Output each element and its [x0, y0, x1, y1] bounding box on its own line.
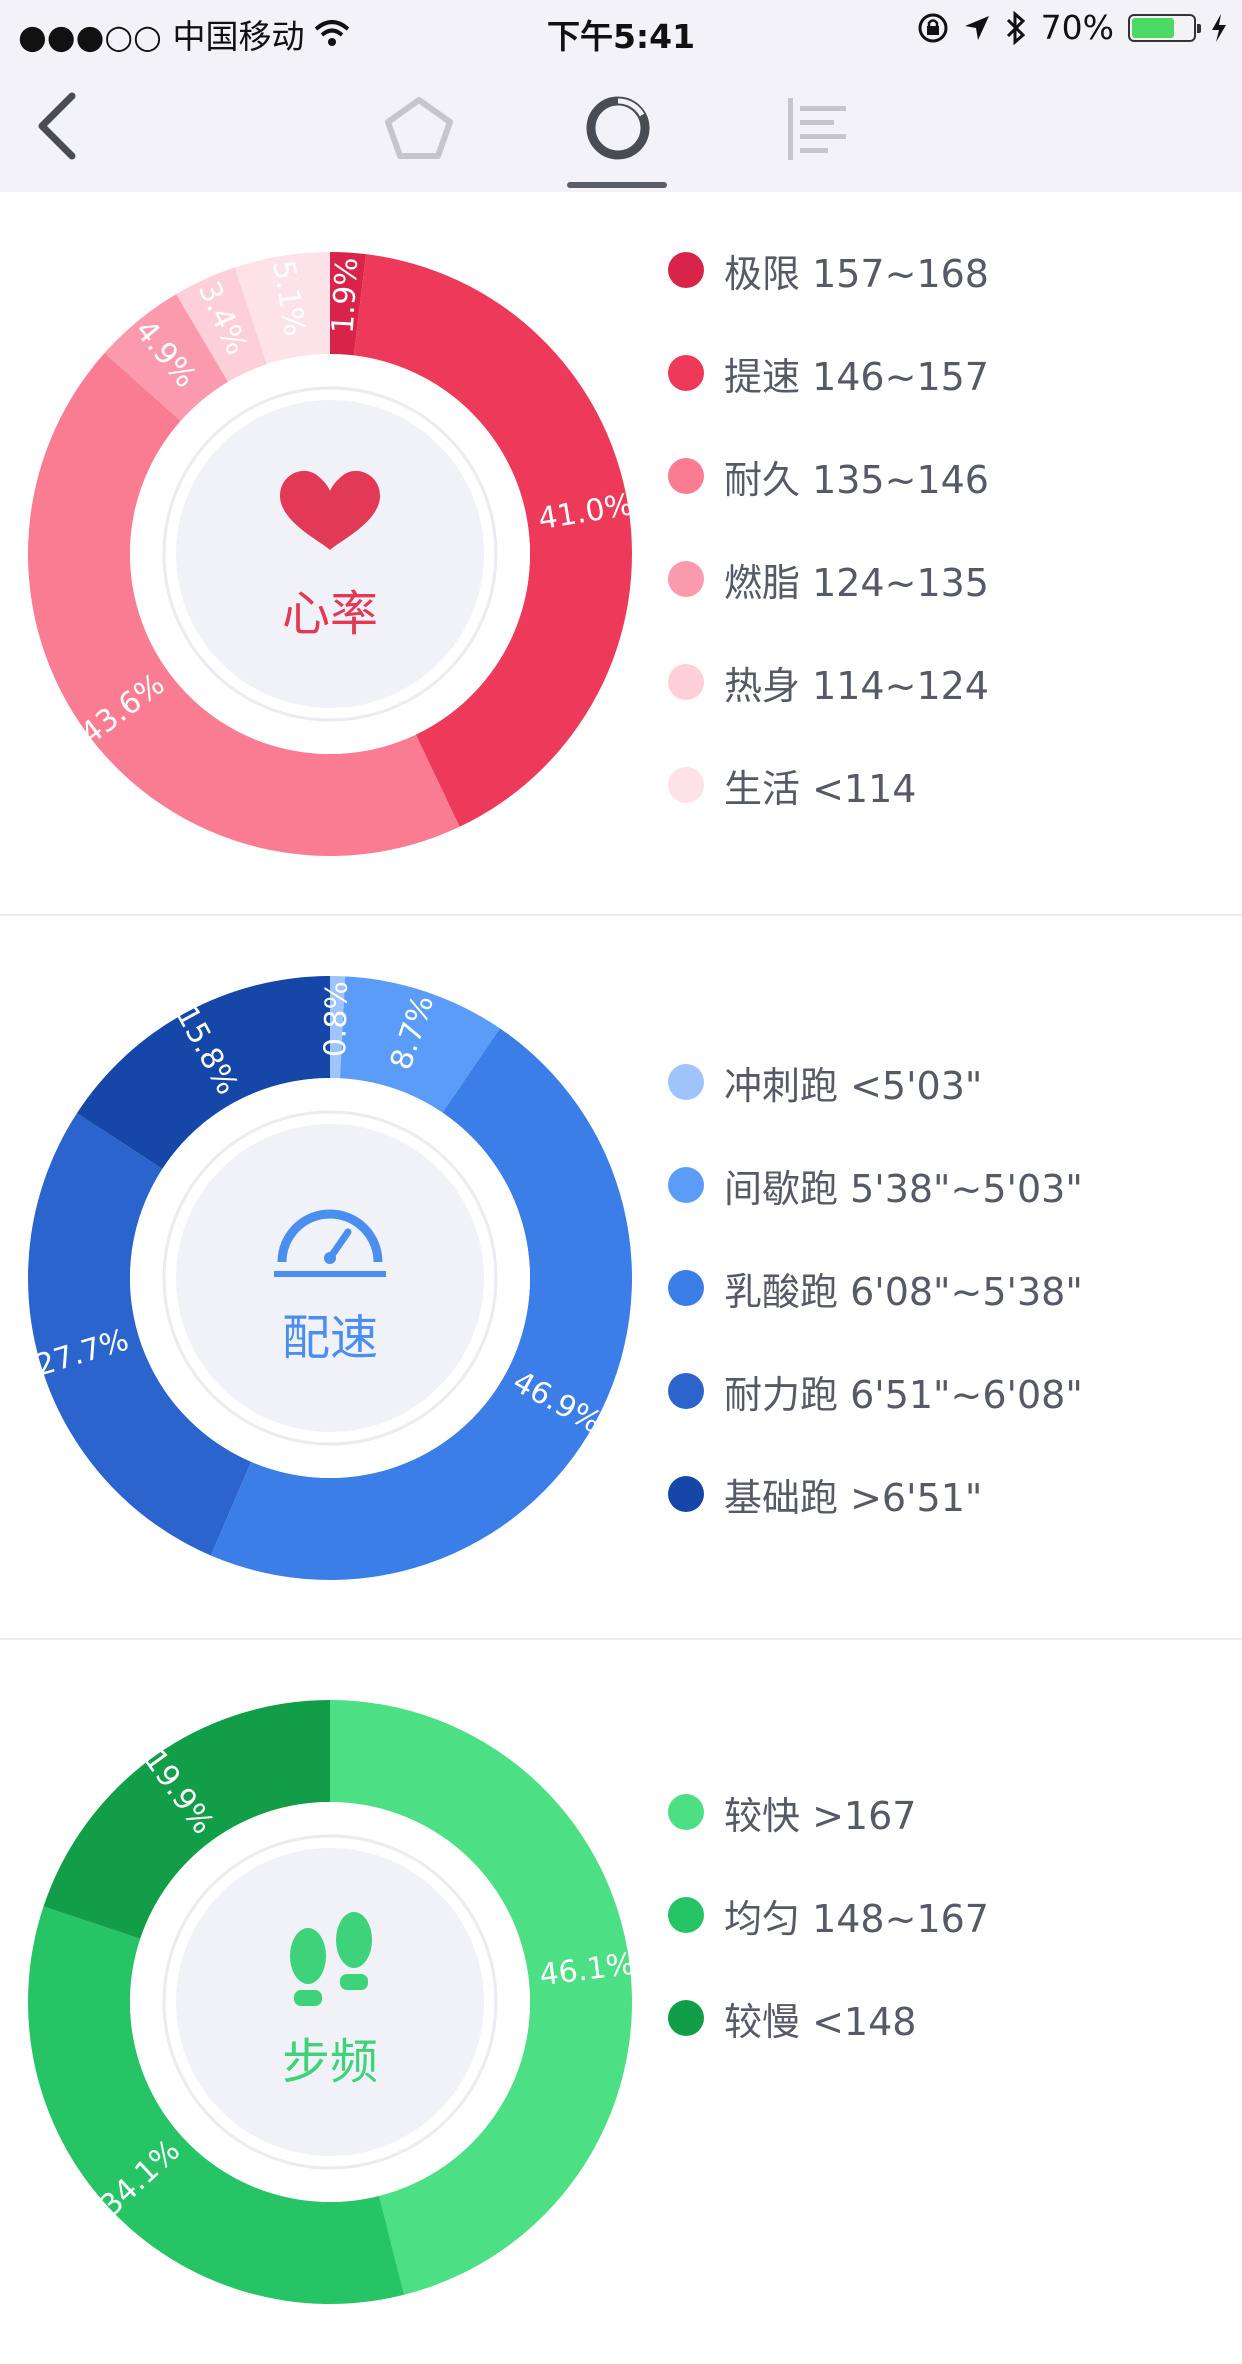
donut-slices: [27, 252, 632, 856]
legend-color-dot: [668, 1897, 704, 1933]
legend-color-dot: [668, 252, 704, 288]
orientation-lock-icon: [918, 13, 948, 42]
clock: 下午5:41: [546, 17, 696, 56]
legend-label: 燃脂 124~135: [724, 560, 989, 605]
donut-slice: [27, 353, 460, 856]
tab-ring-chart-icon[interactable]: [578, 92, 658, 164]
active-tab-indicator: [567, 182, 667, 188]
heart-icon: [280, 470, 380, 550]
donut-slice: [234, 252, 330, 365]
legend-label: 乳酸跑 6'08"~5'38": [724, 1269, 1083, 1314]
legend-item: 冲刺跑 <5'03": [668, 1052, 982, 1112]
center-icon-group: [280, 470, 380, 550]
donut-slice: [76, 976, 330, 1169]
legend-item: 间歇跑 5'38"~5'03": [668, 1155, 1083, 1215]
donut-slice: [27, 1113, 252, 1556]
tab-pentagon-icon[interactable]: [379, 92, 459, 164]
legend-label: 间歇跑 5'38"~5'03": [724, 1166, 1083, 1211]
donut-slice: [176, 267, 267, 382]
footprints-icon: [290, 1912, 372, 2006]
legend-label: 较快 >167: [724, 1793, 917, 1838]
section-divider: [0, 914, 1242, 916]
legend-label: 较慢 <148: [724, 1999, 917, 2044]
center-disc: [176, 400, 484, 708]
legend-color-dot: [668, 2000, 704, 2036]
section-divider: [0, 1638, 1242, 1640]
legend-label: 提速 146~157: [724, 354, 989, 399]
legend-label: 耐久 135~146: [724, 457, 989, 502]
donut-slice: [353, 254, 632, 827]
cadence-donut-chart: 46.1%34.1%19.9%步频: [27, 1700, 636, 2304]
speedometer-icon: [274, 1209, 386, 1277]
legend-item: 较快 >167: [668, 1782, 916, 1842]
donut-slice: [43, 1700, 331, 1939]
legend-color-dot: [668, 1064, 704, 1100]
battery-icon: [1128, 13, 1201, 42]
legend-color-dot: [668, 1476, 704, 1512]
legend-item: 热身 114~124: [668, 652, 989, 712]
charging-bolt-icon: [1212, 13, 1226, 42]
donut-slices: [27, 976, 632, 1580]
legend-color-dot: [668, 561, 704, 597]
status-bar: ●●●○○ 中国移动 下午5:41 70%: [0, 0, 1242, 62]
carrier-text: ●●●○○ 中国移动: [18, 17, 305, 56]
legend-color-dot: [668, 1794, 704, 1830]
slice-value-label: 1.9%: [326, 256, 365, 334]
heart-rate-donut-chart: 1.9%41.0%43.6%4.9%3.4% 5.1%心率: [27, 252, 635, 856]
tab-bar-list-icon[interactable]: [778, 92, 858, 164]
legend-color-dot: [668, 458, 704, 494]
legend-color-dot: [668, 1270, 704, 1306]
legend-item: 基础跑 >6'51": [668, 1464, 982, 1524]
legend-color-dot: [668, 1373, 704, 1409]
donut-slice: [330, 1700, 632, 2295]
slice-value-label: 0.8%: [318, 981, 355, 1058]
wifi-icon: [315, 20, 350, 46]
donut-slice: [340, 976, 500, 1113]
legend-label: 生活 <114: [724, 766, 917, 811]
bluetooth-icon: [1006, 10, 1025, 45]
legend-item: 生活 <114: [668, 755, 916, 815]
center-icon-group: [274, 1209, 386, 1277]
center-label: 步频: [282, 2034, 378, 2090]
legend-color-dot: [668, 1167, 704, 1203]
legend-color-dot: [668, 767, 704, 803]
legend-label: 均匀 148~167: [724, 1896, 989, 1941]
legend-color-dot: [668, 664, 704, 700]
center-label: 心率: [282, 586, 378, 642]
legend-item: 提速 146~157: [668, 343, 989, 403]
center-disc: [176, 1124, 484, 1432]
nav-bar: [0, 62, 1242, 192]
donut-slices: [27, 1700, 632, 2304]
legend-label: 冲刺跑 <5'03": [724, 1063, 983, 1108]
donut-slice: [210, 1028, 632, 1580]
legend-item: 耐久 135~146: [668, 446, 989, 506]
legend-item: 耐力跑 6'51"~6'08": [668, 1361, 1083, 1421]
legend-label: 极限 157~168: [724, 251, 989, 296]
legend-label: 热身 114~124: [724, 663, 989, 708]
legend-item: 极限 157~168: [668, 240, 989, 300]
center-label: 配速: [282, 1310, 378, 1366]
legend-item: 燃脂 124~135: [668, 549, 989, 609]
donut-slice: [27, 1906, 405, 2304]
location-arrow-icon: [964, 15, 989, 40]
back-button[interactable]: [28, 90, 88, 162]
center-disc: [176, 1848, 484, 2156]
donut-slice: [330, 976, 346, 1079]
legend-item: 乳酸跑 6'08"~5'38": [668, 1258, 1083, 1318]
legend-item: 均匀 148~167: [668, 1885, 989, 1945]
donut-slice: [330, 252, 367, 356]
legend-item: 较慢 <148: [668, 1988, 916, 2048]
legend-color-dot: [668, 355, 704, 391]
pace-donut-chart: 0.8% 8.7%46.9%27.7%15.8%配速: [27, 976, 632, 1580]
legend-label: 耐力跑 6'51"~6'08": [724, 1372, 1083, 1417]
legend-label: 基础跑 >6'51": [724, 1475, 983, 1520]
donut-slice: [104, 294, 229, 421]
battery-percent: 70%: [1040, 8, 1114, 47]
battery-fill: [1132, 17, 1174, 38]
center-icon-group: [290, 1912, 372, 2006]
